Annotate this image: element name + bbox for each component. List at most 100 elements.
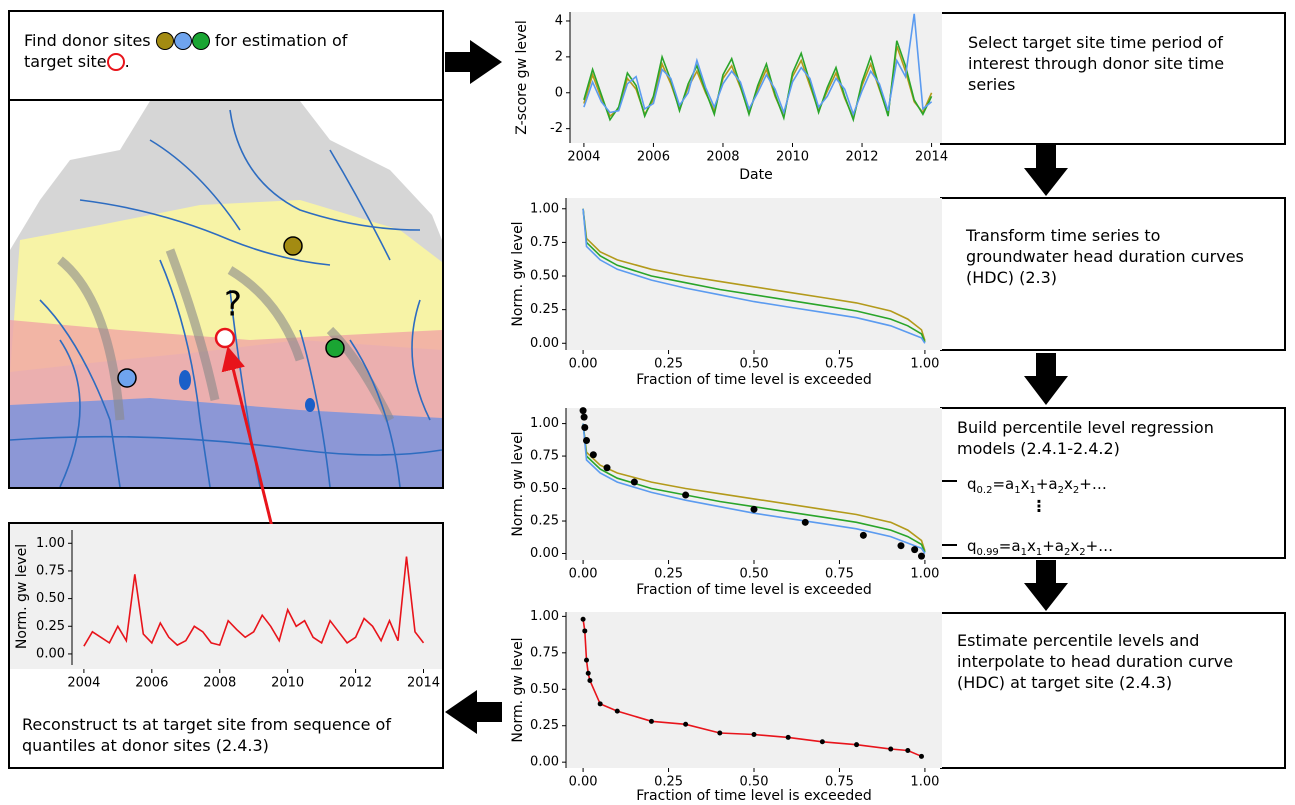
x-tick-label: 0.25 bbox=[654, 357, 683, 372]
series-marker bbox=[597, 701, 603, 707]
y-tick-label: 0.00 bbox=[36, 646, 65, 661]
x-tick-label: 0.25 bbox=[654, 567, 683, 582]
equation-part: 1 bbox=[1021, 547, 1027, 558]
x-tick-label: 2010 bbox=[271, 676, 304, 691]
y-tick-label: 1.00 bbox=[36, 536, 65, 551]
y-tick-label: 0.00 bbox=[530, 546, 559, 561]
equation-part: =a bbox=[992, 475, 1014, 493]
quantile-point bbox=[750, 505, 758, 513]
equation-part: 2 bbox=[1064, 547, 1070, 558]
equation-part: q bbox=[967, 537, 977, 555]
series-line bbox=[582, 208, 926, 344]
y-tick-label: 1.00 bbox=[530, 201, 559, 216]
x-axis-label: Date bbox=[739, 167, 772, 183]
quantile-point bbox=[911, 546, 919, 554]
y-axis-label: Norm. gw level bbox=[510, 221, 526, 326]
quantile-point bbox=[630, 478, 638, 486]
quantile-point bbox=[859, 531, 867, 539]
series-marker bbox=[587, 678, 593, 684]
question-mark: ? bbox=[224, 285, 242, 325]
quantile-point bbox=[603, 464, 611, 472]
equation-part: 2 bbox=[1058, 485, 1064, 496]
x-tick-label: 2012 bbox=[339, 676, 372, 691]
series-line bbox=[582, 208, 926, 343]
quantile-point bbox=[682, 491, 690, 499]
plot-background bbox=[10, 524, 442, 669]
find-text-1: Find donor sites bbox=[24, 31, 151, 50]
y-tick-label: 0.25 bbox=[530, 302, 559, 317]
x-tick-label: 1.00 bbox=[910, 775, 939, 790]
equation-part: x bbox=[1027, 537, 1036, 555]
y-tick-label: 0.25 bbox=[530, 514, 559, 529]
donor-dot bbox=[155, 32, 174, 50]
x-axis-label: Fraction of time level is exceeded bbox=[636, 582, 871, 598]
series-marker bbox=[582, 628, 588, 634]
equation: q0.99=a1x1+a2x2+… bbox=[967, 537, 1113, 558]
find-box: Find donor sites for estimation of targe… bbox=[8, 10, 444, 101]
plot-background bbox=[566, 612, 942, 768]
y-axis-label: Z-score gw level bbox=[514, 20, 530, 135]
series-marker bbox=[751, 731, 757, 737]
equation-part: x bbox=[1070, 537, 1079, 555]
equation-part: +… bbox=[1086, 537, 1114, 555]
x-axis-label: Fraction of time level is exceeded bbox=[636, 372, 871, 388]
x-tick-label: 2004 bbox=[567, 150, 600, 165]
y-tick-label: 0.25 bbox=[36, 619, 65, 634]
y-axis-label: Norm. gw level bbox=[510, 431, 526, 536]
series-marker bbox=[580, 616, 586, 622]
donor-dot bbox=[191, 32, 210, 50]
y-tick-label: 0.75 bbox=[36, 563, 65, 578]
target-site bbox=[214, 327, 236, 349]
donor-site bbox=[325, 338, 345, 358]
x-tick-label: 2014 bbox=[915, 150, 948, 165]
equation-part: =a bbox=[999, 537, 1021, 555]
series-marker bbox=[785, 734, 791, 740]
x-tick-label: 0.75 bbox=[825, 357, 854, 372]
quantile-point bbox=[917, 552, 925, 560]
step-box: Transform time series to groundwater hea… bbox=[940, 197, 1286, 351]
x-tick-label: 0.00 bbox=[569, 775, 598, 790]
quantile-point bbox=[897, 542, 905, 550]
equation-part: 0.99 bbox=[977, 547, 999, 558]
y-tick-label: 0.50 bbox=[530, 269, 559, 284]
y-tick-label: 0.50 bbox=[530, 682, 559, 697]
y-tick-label: 0.00 bbox=[530, 755, 559, 770]
plot-background bbox=[566, 198, 942, 350]
equation-part: 1 bbox=[1014, 485, 1020, 496]
x-tick-label: 2006 bbox=[637, 150, 670, 165]
series-marker bbox=[648, 718, 654, 724]
x-tick-label: 0.50 bbox=[740, 567, 769, 582]
map: ? bbox=[10, 101, 442, 487]
flow-arrows bbox=[445, 40, 1068, 734]
step-text: Estimate percentile levels and interpola… bbox=[957, 631, 1234, 692]
y-tick-label: 4 bbox=[555, 13, 563, 28]
x-tick-label: 1.00 bbox=[910, 567, 939, 582]
x-tick-label: 2012 bbox=[845, 150, 878, 165]
y-tick-label: -2 bbox=[550, 121, 563, 136]
annotation: ⋮ bbox=[1031, 497, 1047, 516]
x-tick-label: 2008 bbox=[706, 150, 739, 165]
x-tick-label: 0.00 bbox=[569, 357, 598, 372]
series-marker bbox=[614, 708, 620, 714]
quantile-point bbox=[801, 518, 809, 526]
x-tick-label: 0.50 bbox=[740, 357, 769, 372]
find-text-3: target site bbox=[24, 52, 107, 71]
x-tick-label: 0.00 bbox=[569, 567, 598, 582]
series-marker bbox=[888, 746, 894, 752]
equation-part: x bbox=[1064, 475, 1073, 493]
y-tick-label: 0.75 bbox=[530, 449, 559, 464]
donor-site bbox=[283, 236, 303, 256]
step-box: Estimate percentile levels and interpola… bbox=[940, 612, 1286, 769]
y-tick-label: 0 bbox=[555, 85, 563, 100]
series-line bbox=[583, 40, 933, 123]
y-tick-label: 2 bbox=[555, 49, 563, 64]
quantile-point bbox=[589, 451, 597, 459]
x-axis-label: Fraction of time level is exceeded bbox=[636, 788, 871, 804]
series-marker bbox=[683, 721, 689, 727]
step-text: Build percentile level regression models… bbox=[957, 418, 1214, 458]
y-tick-label: 0.75 bbox=[530, 235, 559, 250]
y-axis-label: Norm. gw level bbox=[510, 637, 526, 742]
series-line bbox=[83, 556, 425, 647]
